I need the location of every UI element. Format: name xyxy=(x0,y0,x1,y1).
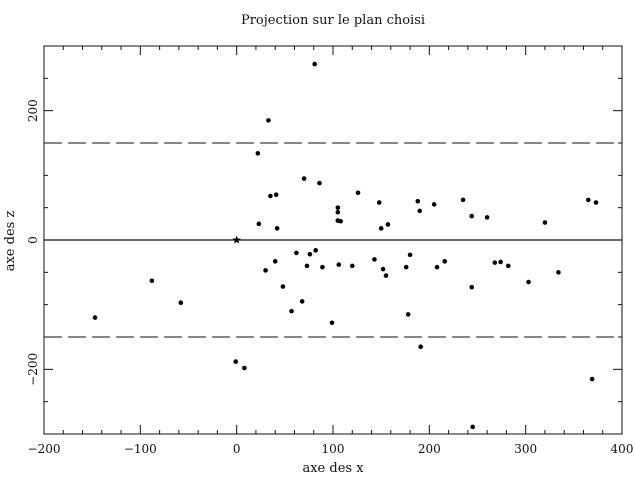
data-point xyxy=(434,264,440,270)
data-point xyxy=(349,263,355,269)
data-point xyxy=(380,266,386,272)
data-point xyxy=(469,284,475,290)
data-point xyxy=(335,209,341,215)
data-point xyxy=(266,118,271,123)
data-point xyxy=(484,215,490,220)
data-point xyxy=(294,250,299,256)
data-point xyxy=(372,257,377,262)
data-point xyxy=(313,248,318,253)
data-point xyxy=(498,259,503,265)
data-point xyxy=(255,151,261,156)
data-point xyxy=(329,320,335,326)
data-point xyxy=(431,202,437,207)
data-point xyxy=(542,220,548,225)
data-point xyxy=(280,284,286,289)
data-point xyxy=(256,221,262,227)
data-point xyxy=(307,251,313,257)
data-point xyxy=(405,312,411,317)
x-tick-label: 300 xyxy=(514,442,537,456)
data-point xyxy=(415,198,421,204)
data-point xyxy=(178,300,184,306)
data-point xyxy=(317,180,322,186)
data-point xyxy=(417,208,423,214)
reference-lines xyxy=(44,142,622,338)
data-point xyxy=(385,222,391,227)
data-point xyxy=(263,268,268,273)
data-point xyxy=(506,263,511,269)
data-point xyxy=(469,213,475,219)
data-point xyxy=(149,278,155,284)
data-point xyxy=(585,197,591,203)
data-point xyxy=(299,299,305,304)
data-point xyxy=(273,192,279,198)
data-point xyxy=(556,270,561,275)
chart-title: Projection sur le plan choisi xyxy=(241,13,425,28)
x-tick-label: 100 xyxy=(322,442,345,456)
origin-star-marker xyxy=(232,235,241,244)
data-point xyxy=(335,205,341,210)
data-point xyxy=(418,344,423,350)
data-point xyxy=(92,315,98,320)
data-point xyxy=(589,376,595,382)
data-point xyxy=(492,260,498,265)
data-point xyxy=(460,197,466,203)
y-tick-label: −200 xyxy=(26,353,40,386)
x-tick-label: −200 xyxy=(28,442,61,456)
data-point xyxy=(593,200,599,205)
data-point xyxy=(336,262,342,267)
data-point xyxy=(470,424,475,430)
x-tick-label: 0 xyxy=(233,442,241,456)
data-point xyxy=(383,273,389,278)
data-point xyxy=(274,226,280,231)
data-point xyxy=(233,359,239,364)
data-point xyxy=(312,61,317,67)
data-points xyxy=(92,61,599,430)
data-point xyxy=(407,252,413,258)
data-point xyxy=(242,365,247,371)
y-axis-label: axe des z xyxy=(3,211,18,272)
y-tick-label: 0 xyxy=(26,236,40,244)
data-point xyxy=(403,264,409,270)
data-point xyxy=(376,200,382,205)
axis-ticks: −200 −100 0 100 200 300 400 −200 0 200 xyxy=(26,46,633,456)
data-point xyxy=(268,193,273,199)
data-point xyxy=(378,226,384,231)
origin-marker-group xyxy=(232,235,241,244)
data-point xyxy=(272,259,278,264)
x-tick-label: −100 xyxy=(124,442,157,456)
data-point xyxy=(289,308,294,314)
data-point xyxy=(320,264,325,270)
data-point xyxy=(442,259,448,264)
data-point xyxy=(304,263,310,269)
data-point xyxy=(338,218,344,224)
x-tick-label: 400 xyxy=(611,442,634,456)
y-tick-label: 200 xyxy=(26,99,40,122)
data-point xyxy=(526,279,531,285)
x-axis-label: axe des x xyxy=(302,461,364,476)
data-point xyxy=(301,176,307,181)
data-point xyxy=(355,190,361,196)
x-tick-label: 200 xyxy=(418,442,441,456)
